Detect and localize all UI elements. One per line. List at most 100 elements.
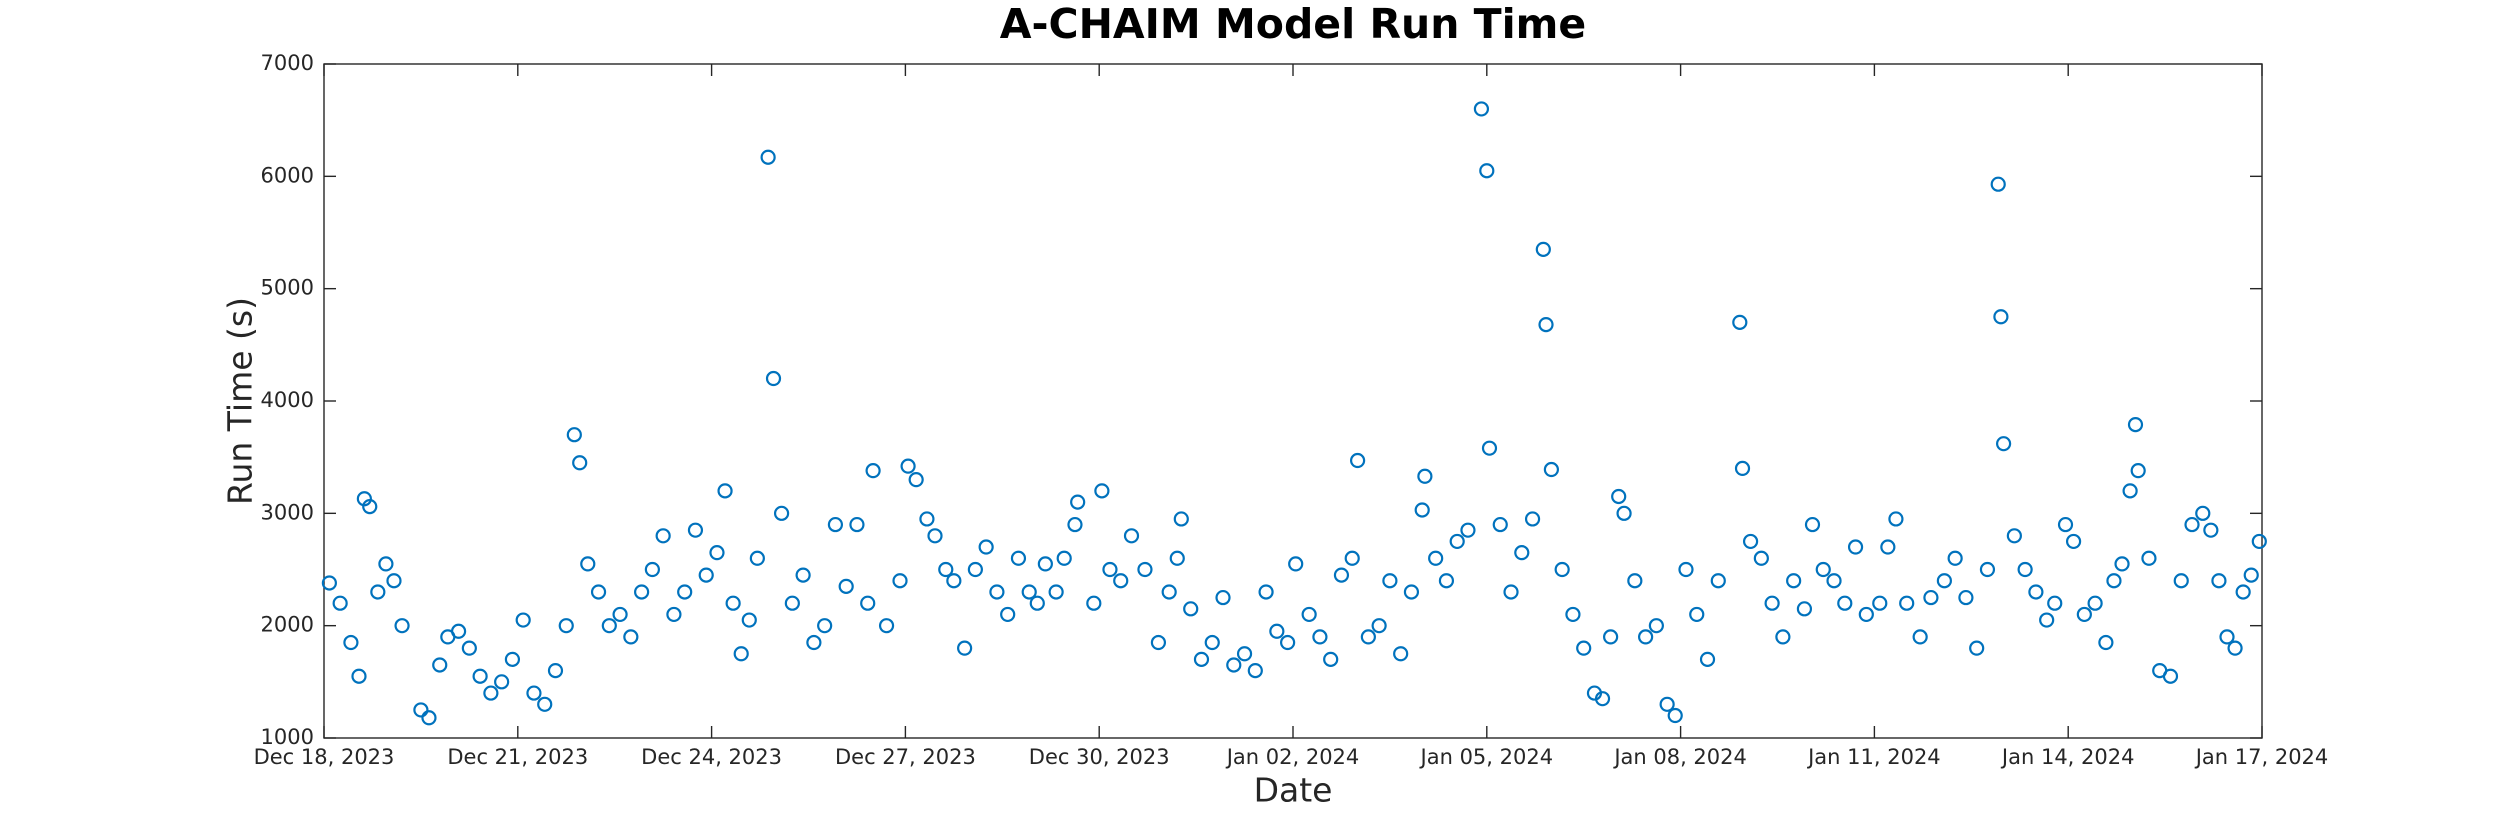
data-point [687,522,704,538]
data-point [580,556,596,572]
data-point [1288,556,1304,572]
data-point [1993,309,2009,325]
data-point [1094,483,1110,499]
data-point [1169,550,1185,566]
data-point [421,710,437,726]
data-point [2017,561,2033,578]
data-point [351,668,367,684]
data-point [1958,589,1974,606]
data-point [784,595,800,611]
x-tick-label: Dec 24, 2023 [641,745,782,769]
data-point [332,595,348,611]
data-point [957,640,973,656]
y-axis-label: Run Time (s) [221,297,260,505]
data-point [2184,516,2200,533]
data-point [1796,601,1813,617]
data-point [1764,595,1780,611]
data-point [1837,595,1853,611]
data-point [2243,567,2259,583]
data-point [1183,601,1199,617]
x-tick-label: Dec 18, 2023 [254,745,395,769]
data-point [725,595,741,611]
data-point [978,539,994,555]
data-point [1524,511,1541,527]
data-point [1247,662,1263,679]
y-tick-label: 5000 [261,276,314,300]
data-point [741,612,757,628]
data-point [494,674,510,690]
data-point [2227,640,2243,656]
x-tick-label: Jan 17, 2024 [2194,745,2329,769]
data-point [1323,651,1339,667]
data-point [1000,606,1016,623]
data-point [1449,533,1465,550]
data-point [1460,522,1476,538]
data-point [1912,629,1928,645]
data-point [1102,561,1118,578]
data-point [1565,606,1581,623]
data-point [378,556,394,572]
data-point [749,550,765,566]
x-tick-label: Jan 08, 2024 [1612,745,1747,769]
data-point [1753,550,1769,566]
data-point [1086,595,1102,611]
data-point [1301,606,1317,623]
y-tick-label: 2000 [261,613,314,637]
data-point [1048,584,1064,600]
data-point [1215,589,1231,606]
data-point [1067,516,1083,533]
data-point [2141,550,2157,566]
data-point [2039,612,2055,628]
data-point [1990,176,2006,192]
data-point [806,634,822,651]
x-tick-label: Dec 27, 2023 [835,745,976,769]
data-point [321,575,337,591]
data-point [1280,634,1296,651]
data-point [1611,488,1627,505]
data-point [483,685,499,701]
data-point [1010,550,1027,566]
data-point [655,528,671,544]
data-point [558,618,574,634]
data-point [1594,691,1611,707]
x-tick-label: Dec 30, 2023 [1029,745,1170,769]
data-point [601,618,617,634]
data-point [1479,163,1495,179]
data-point [1123,528,1140,544]
data-point [1535,241,1551,257]
data-point [2162,668,2179,684]
data-point [1428,550,1444,566]
data-point [1037,556,1053,572]
data-point [1667,707,1683,724]
data-point [1638,629,1654,645]
data-point [1403,584,1420,600]
data-point [2114,556,2130,572]
data-point [623,629,639,645]
data-point [1193,651,1210,667]
data-point [515,612,531,628]
data-point [2057,516,2074,533]
data-point [1371,618,1387,634]
data-point [1699,651,1716,667]
data-point [2106,573,2122,589]
data-point [1710,573,1726,589]
data-point [1689,606,1705,623]
data-point [526,685,542,701]
data-point [1393,646,1409,662]
data-point [370,584,386,600]
data-point [1627,573,1643,589]
data-point [644,561,660,578]
data-point [1226,657,1242,673]
data-point [1880,539,1896,555]
data-point [860,595,876,611]
data-point [2098,634,2114,651]
data-point [1659,696,1675,712]
data-point [865,463,881,479]
data-point [1344,550,1360,566]
data-point [2076,606,2092,623]
data-point [1899,595,1915,611]
y-tick-label: 6000 [261,163,314,187]
data-point [2195,505,2211,521]
data-point [1514,545,1530,561]
